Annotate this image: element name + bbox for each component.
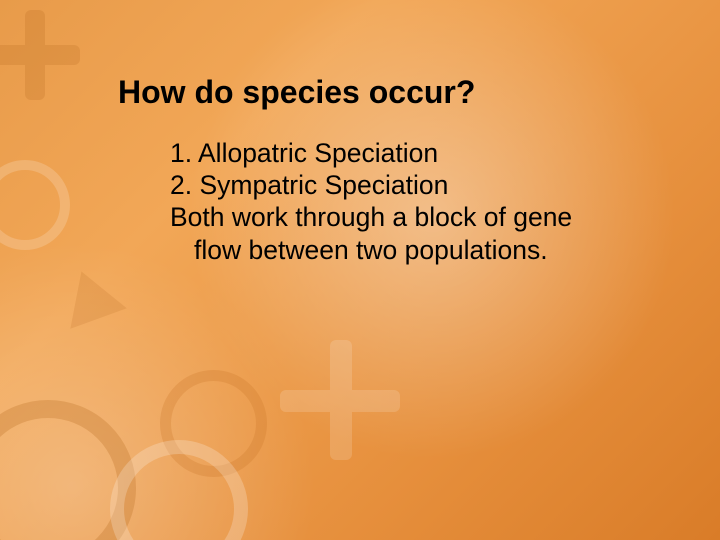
slide: How do species occur? 1. Allopatric Spec… — [0, 0, 720, 540]
arrow-icon — [53, 261, 126, 329]
ring-icon — [110, 440, 248, 540]
body-line: 2. Sympatric Speciation — [170, 169, 660, 201]
ring-icon — [0, 160, 70, 250]
plus-icon — [0, 10, 80, 100]
slide-title: How do species occur? — [118, 74, 660, 111]
plus-icon — [280, 340, 400, 460]
ring-icon — [160, 370, 267, 477]
body-line-continuation: flow between two populations. — [170, 234, 660, 266]
ring-icon — [0, 400, 136, 540]
body-line: Both work through a block of gene — [170, 201, 660, 233]
slide-body: 1. Allopatric Speciation 2. Sympatric Sp… — [118, 137, 660, 266]
slide-content: How do species occur? 1. Allopatric Spec… — [118, 74, 660, 266]
body-line: 1. Allopatric Speciation — [170, 137, 660, 169]
